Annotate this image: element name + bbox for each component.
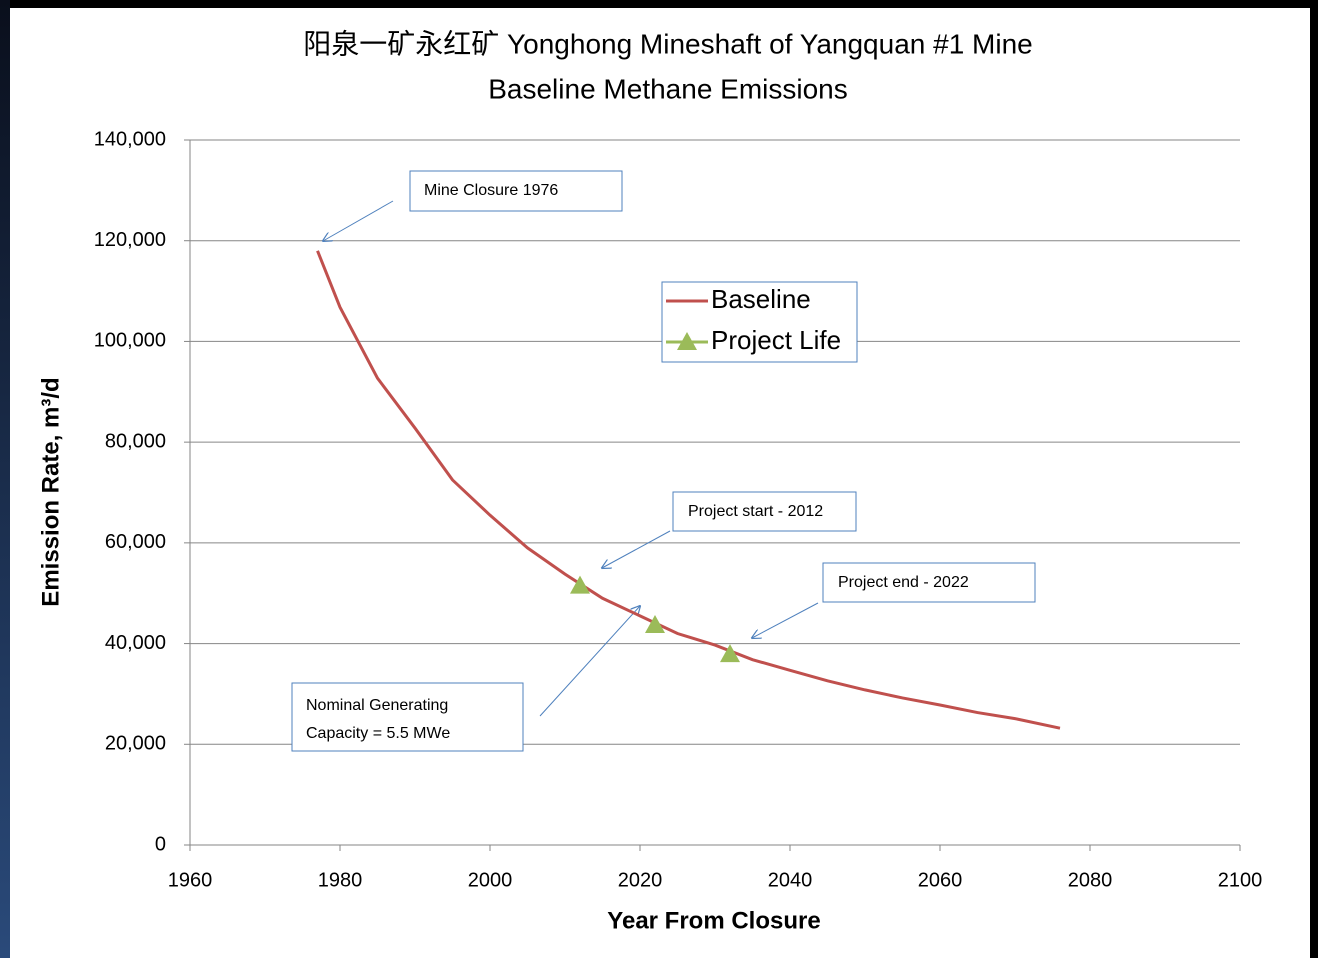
slide-background: [10, 8, 1310, 958]
annotation-arrow: [323, 200, 394, 241]
x-tick-label: 2040: [768, 869, 813, 891]
y-tick-label: 100,000: [94, 330, 166, 352]
x-tick-label: 2000: [468, 869, 513, 891]
project-marker: [570, 575, 590, 594]
annotation-text: Capacity = 5.5 MWe: [306, 725, 450, 742]
chart-title: 阳泉一矿永红矿 Yonghong Mineshaft of Yangquan #…: [303, 28, 1032, 59]
annotation-text: Project start - 2012: [688, 503, 823, 520]
annotation-box: [409, 170, 623, 212]
annotation-text: Project end - 2022: [838, 574, 969, 591]
annotation-box: [291, 682, 524, 752]
y-axis-label: Emission Rate, m³/d: [37, 377, 64, 606]
annotation-text: Mine Closure 1976: [424, 182, 558, 199]
x-tick-label: 2100: [1218, 869, 1263, 891]
x-tick-label: 2020: [618, 869, 663, 891]
legend-marker: [677, 332, 697, 350]
annotation-arrow: [752, 602, 819, 638]
annotation-text: Nominal Generating: [306, 697, 448, 714]
legend-label: Project Life: [711, 325, 841, 355]
chart-subtitle: Baseline Methane Emissions: [488, 73, 848, 104]
y-tick-label: 40,000: [105, 632, 166, 654]
annotation-arrow: [539, 606, 640, 717]
x-tick-label: 2060: [918, 869, 963, 891]
x-tick-label: 2080: [1068, 869, 1113, 891]
legend-label: Baseline: [711, 284, 811, 314]
y-tick-label: 0: [155, 833, 166, 855]
annotation-arrow: [602, 530, 671, 568]
y-tick-label: 20,000: [105, 733, 166, 755]
y-tick-label: 140,000: [94, 128, 166, 150]
project-marker: [720, 644, 740, 663]
baseline-line: [316, 250, 1061, 730]
annotations: Mine Closure 1976 Project start - 2012 P…: [291, 170, 1036, 752]
project-marker: [645, 614, 665, 633]
y-tick-label: 80,000: [105, 430, 166, 452]
y-tick-label: 60,000: [105, 531, 166, 553]
slide-edge: [0, 0, 10, 958]
x-axis-label: Year From Closure: [607, 907, 820, 934]
annotation-box: [822, 562, 1036, 603]
x-tick-label: 1960: [168, 869, 213, 891]
annotation-box: [672, 491, 857, 532]
x-tick-label: 1980: [318, 869, 363, 891]
y-tick-label: 120,000: [94, 229, 166, 251]
